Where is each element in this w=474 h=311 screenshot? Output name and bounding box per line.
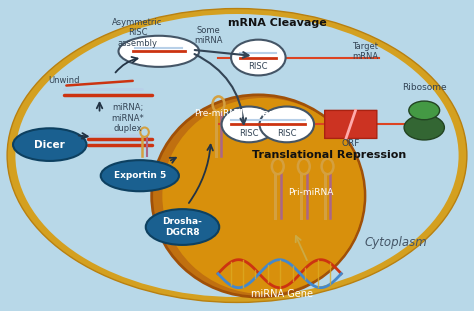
Ellipse shape [404, 115, 444, 140]
Text: RISC: RISC [277, 129, 297, 138]
Text: Some
miRNA: Some miRNA [194, 26, 223, 45]
Text: Unwind: Unwind [48, 77, 80, 85]
Ellipse shape [146, 209, 219, 245]
Text: Pri-miRNA: Pri-miRNA [288, 188, 333, 197]
Ellipse shape [15, 14, 458, 297]
Text: miRNA;
miRNA*
duplex: miRNA; miRNA* duplex [111, 103, 145, 133]
Text: RISC: RISC [248, 63, 268, 71]
Ellipse shape [409, 101, 439, 120]
Text: Cytoplasm: Cytoplasm [365, 236, 427, 249]
Ellipse shape [100, 160, 179, 191]
Text: Dicer: Dicer [35, 140, 65, 150]
Ellipse shape [13, 128, 86, 161]
Ellipse shape [259, 106, 314, 142]
Text: miRNA Gene: miRNA Gene [251, 289, 313, 299]
Ellipse shape [221, 106, 276, 142]
Text: Ribosome: Ribosome [402, 83, 447, 91]
Ellipse shape [231, 40, 285, 76]
Text: Drosha-
DGCR8: Drosha- DGCR8 [163, 217, 202, 237]
Text: Exportin 5: Exportin 5 [114, 171, 166, 180]
Text: ORF: ORF [342, 139, 360, 147]
Text: Pre-miRNA: Pre-miRNA [194, 109, 242, 118]
Text: RISC: RISC [239, 129, 259, 138]
Ellipse shape [152, 95, 365, 297]
Text: Asymmetric
RISC
assembly: Asymmetric RISC assembly [112, 18, 163, 48]
Ellipse shape [162, 98, 364, 294]
Text: Translational Repression: Translational Repression [252, 151, 407, 160]
FancyBboxPatch shape [325, 110, 377, 138]
Text: mRNA Cleavage: mRNA Cleavage [228, 18, 327, 28]
Text: Nucleus: Nucleus [234, 109, 283, 118]
Ellipse shape [7, 9, 467, 302]
Text: Target
mRNA: Target mRNA [352, 42, 378, 61]
Ellipse shape [118, 36, 199, 67]
